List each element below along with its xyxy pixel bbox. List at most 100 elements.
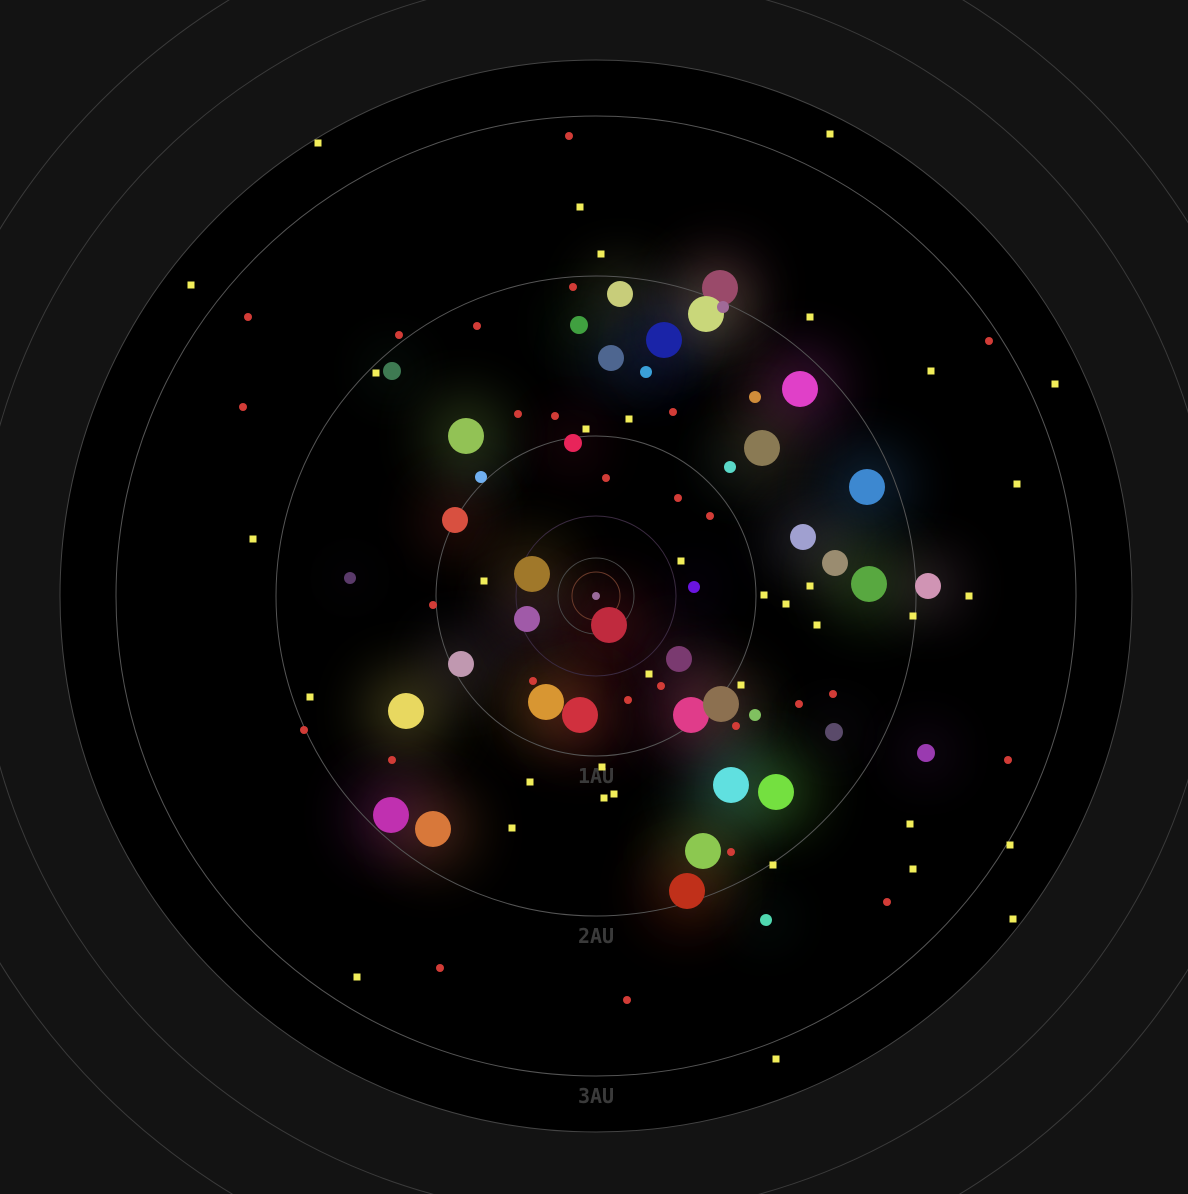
yellow-marker	[806, 582, 814, 590]
red-marker	[395, 331, 403, 339]
planets	[344, 270, 941, 926]
yellow-marker	[625, 415, 633, 423]
yellow-marker	[826, 130, 834, 138]
yellow-marker	[508, 824, 516, 832]
yellow-marker	[372, 369, 380, 377]
yellow-marker	[927, 367, 935, 375]
planet	[744, 430, 780, 466]
red-marker	[514, 410, 522, 418]
sun	[592, 592, 600, 600]
planet	[758, 774, 794, 810]
yellow-marker	[1006, 841, 1014, 849]
red-marker	[985, 337, 993, 345]
au-label-2: 2AU	[578, 924, 614, 948]
red-marker	[883, 898, 891, 906]
red-marker	[388, 756, 396, 764]
red-marker	[727, 848, 735, 856]
red-marker	[829, 690, 837, 698]
orbit-ring	[275, 275, 917, 917]
red-marker	[473, 322, 481, 330]
au-label-1: 1AU	[578, 764, 614, 788]
planet	[724, 461, 736, 473]
red-marker	[244, 313, 252, 321]
planet	[703, 686, 739, 722]
red-marker	[1004, 756, 1012, 764]
yellow-marker	[306, 693, 314, 701]
yellow-marker	[813, 621, 821, 629]
yellow-marker	[576, 203, 584, 211]
orbit-ring	[115, 115, 1077, 1077]
planet	[564, 434, 582, 452]
planet	[514, 606, 540, 632]
planet	[666, 646, 692, 672]
planet	[669, 873, 705, 909]
red-marker	[657, 682, 665, 690]
red-marker	[300, 726, 308, 734]
planet	[917, 744, 935, 762]
planet	[717, 301, 729, 313]
planet	[570, 316, 588, 334]
planet	[344, 572, 356, 584]
planet	[646, 322, 682, 358]
yellow-marker	[1051, 380, 1059, 388]
planet	[475, 471, 487, 483]
planet	[822, 550, 848, 576]
planet	[915, 573, 941, 599]
yellow-marker	[645, 670, 653, 678]
red-marker	[436, 964, 444, 972]
planet	[415, 811, 451, 847]
planet	[640, 366, 652, 378]
planet	[688, 581, 700, 593]
planet	[442, 507, 468, 533]
planet	[448, 418, 484, 454]
red-marker	[669, 408, 677, 416]
red-marker	[623, 996, 631, 1004]
yellow-marker	[782, 600, 790, 608]
planet	[514, 556, 550, 592]
yellow-marker	[249, 535, 257, 543]
red-marker	[529, 677, 537, 685]
yellow-marker	[909, 612, 917, 620]
yellow-marker	[314, 139, 322, 147]
planet	[685, 833, 721, 869]
red-marker	[565, 132, 573, 140]
red-marker	[795, 700, 803, 708]
planet	[825, 723, 843, 741]
red-marker	[674, 494, 682, 502]
yellow-marker	[353, 973, 361, 981]
red-marker	[239, 403, 247, 411]
yellow-marker	[610, 790, 618, 798]
yellow-marker	[480, 577, 488, 585]
planet	[713, 767, 749, 803]
planet	[749, 709, 761, 721]
markers	[187, 130, 1059, 1063]
yellow-marker	[737, 681, 745, 689]
planet	[373, 797, 409, 833]
planet	[607, 281, 633, 307]
au-label-3: 3AU	[578, 1084, 614, 1108]
red-marker	[429, 601, 437, 609]
planet	[851, 566, 887, 602]
planet	[528, 684, 564, 720]
orbit-ring	[435, 435, 757, 757]
red-marker	[732, 722, 740, 730]
red-marker	[602, 474, 610, 482]
yellow-marker	[965, 592, 973, 600]
red-marker	[551, 412, 559, 420]
red-marker	[569, 283, 577, 291]
yellow-marker	[526, 778, 534, 786]
planet	[760, 914, 772, 926]
planet	[790, 524, 816, 550]
yellow-marker	[187, 281, 195, 289]
planet	[383, 362, 401, 380]
yellow-marker	[677, 557, 685, 565]
yellow-marker	[769, 861, 777, 869]
planet	[688, 296, 724, 332]
yellow-marker	[1009, 915, 1017, 923]
planet	[591, 607, 627, 643]
planet	[749, 391, 761, 403]
yellow-marker	[597, 250, 605, 258]
yellow-marker	[600, 794, 608, 802]
orbit-rings	[59, 59, 1133, 1133]
